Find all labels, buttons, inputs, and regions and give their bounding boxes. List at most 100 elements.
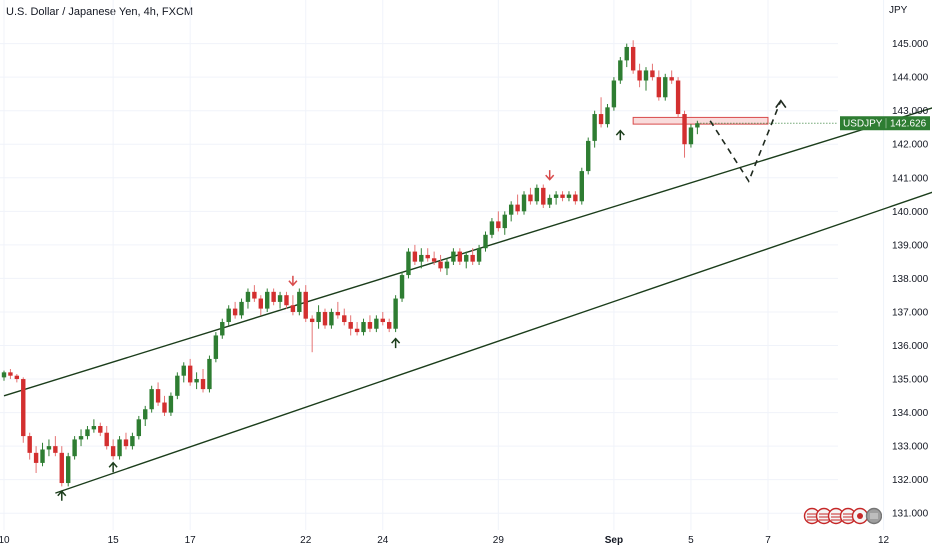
candle-body (123, 439, 129, 447)
candle-body (98, 426, 103, 433)
candle-body (53, 446, 58, 453)
candle-body (508, 204, 514, 215)
candle (605, 103, 610, 128)
candle (656, 70, 662, 101)
candle (515, 194, 520, 215)
x-tick-label: 15 (108, 535, 120, 546)
resistance-zone-rect (632, 116, 769, 125)
flag-icon-5[interactable] (851, 507, 869, 525)
flag-icon-2[interactable] (815, 507, 833, 525)
candle-body (624, 46, 629, 61)
candle (271, 288, 276, 306)
candle (541, 184, 546, 208)
candle-body (265, 291, 270, 309)
up-arrow-head (615, 129, 625, 136)
candle (232, 301, 238, 319)
candle (220, 318, 225, 339)
candle-body (483, 234, 488, 249)
candle-body (130, 436, 135, 447)
candle-body (220, 322, 225, 336)
forecast-arrowhead (775, 99, 787, 109)
up-arrow-head (391, 337, 401, 344)
y-tick-label: 136.000 (892, 341, 929, 352)
candle-body (380, 318, 385, 323)
candle-body (669, 77, 674, 81)
flag-icon-1[interactable] (803, 507, 821, 525)
candle (1, 370, 7, 381)
y-axis[interactable]: 131.000 132.000 133.000 134.000 135.000 136.0… (892, 39, 929, 520)
candle-body (393, 298, 398, 329)
candle-body (438, 261, 443, 269)
candle-body (117, 439, 122, 457)
candle (162, 395, 167, 416)
candle (239, 298, 244, 319)
candle (354, 322, 360, 336)
candle (322, 308, 328, 329)
candle (579, 167, 584, 205)
grid (0, 0, 885, 530)
y-tick-label: 133.000 (892, 442, 929, 453)
candle-body (451, 251, 456, 262)
candle (21, 377, 26, 443)
candle-body (541, 187, 546, 205)
y-tick-label: 140.000 (892, 207, 929, 218)
candle-body (425, 254, 430, 259)
candle-body (162, 402, 167, 413)
candle (245, 288, 251, 309)
candle-body (104, 432, 109, 447)
candle-body (444, 261, 450, 269)
candle-body (419, 254, 424, 262)
candle (284, 291, 289, 309)
x-tick-label: 7 (765, 535, 771, 546)
candle-body (8, 372, 13, 376)
candle (143, 405, 148, 427)
candle-body (553, 194, 559, 198)
candle-body (277, 295, 283, 302)
candle (419, 248, 424, 269)
candle (650, 63, 655, 81)
candle-body (258, 298, 263, 309)
candle (399, 271, 405, 302)
candle (380, 311, 385, 326)
y-tick-label: 141.000 (892, 173, 929, 184)
candle (290, 295, 296, 316)
candle-body (431, 258, 437, 262)
candle-body (27, 436, 32, 453)
candle (618, 57, 623, 84)
y-tick-label: 138.000 (892, 274, 929, 285)
candle-body (335, 311, 341, 316)
forecast-line (709, 100, 782, 183)
candle (483, 231, 488, 252)
x-axis[interactable]: 101517222429Sep571214 (0, 535, 932, 546)
candle-body (586, 140, 591, 172)
price-tag: USDJPY 142.626 (697, 116, 930, 131)
chart-title: U.S. Dollar / Japanese Yen, 4h, FXCM (6, 6, 194, 18)
resistance-zone (632, 116, 769, 125)
candle (553, 191, 559, 205)
candle (367, 315, 373, 333)
candle-body (476, 248, 482, 262)
candle-body (66, 456, 71, 484)
candle (72, 436, 77, 460)
x-tick-label: 17 (185, 535, 197, 546)
candle (586, 137, 591, 175)
candle-body (290, 305, 296, 312)
candle-body (91, 426, 97, 430)
currency-label: JPY (889, 5, 908, 16)
candle (46, 439, 52, 457)
candle-body (316, 311, 321, 323)
candle-body (464, 254, 469, 262)
candle (8, 368, 13, 380)
candle (528, 187, 533, 205)
y-tick-label: 139.000 (892, 240, 929, 251)
candle-body (367, 322, 373, 329)
candle (78, 429, 84, 447)
candle (387, 318, 392, 333)
candle (682, 110, 687, 158)
candle (560, 191, 565, 202)
y-tick-label: 137.000 (892, 307, 929, 318)
flag-icon-6[interactable] (865, 507, 883, 525)
x-tick-label: 22 (300, 535, 312, 546)
candle-body (643, 70, 649, 81)
flag-icons[interactable] (802, 506, 883, 526)
